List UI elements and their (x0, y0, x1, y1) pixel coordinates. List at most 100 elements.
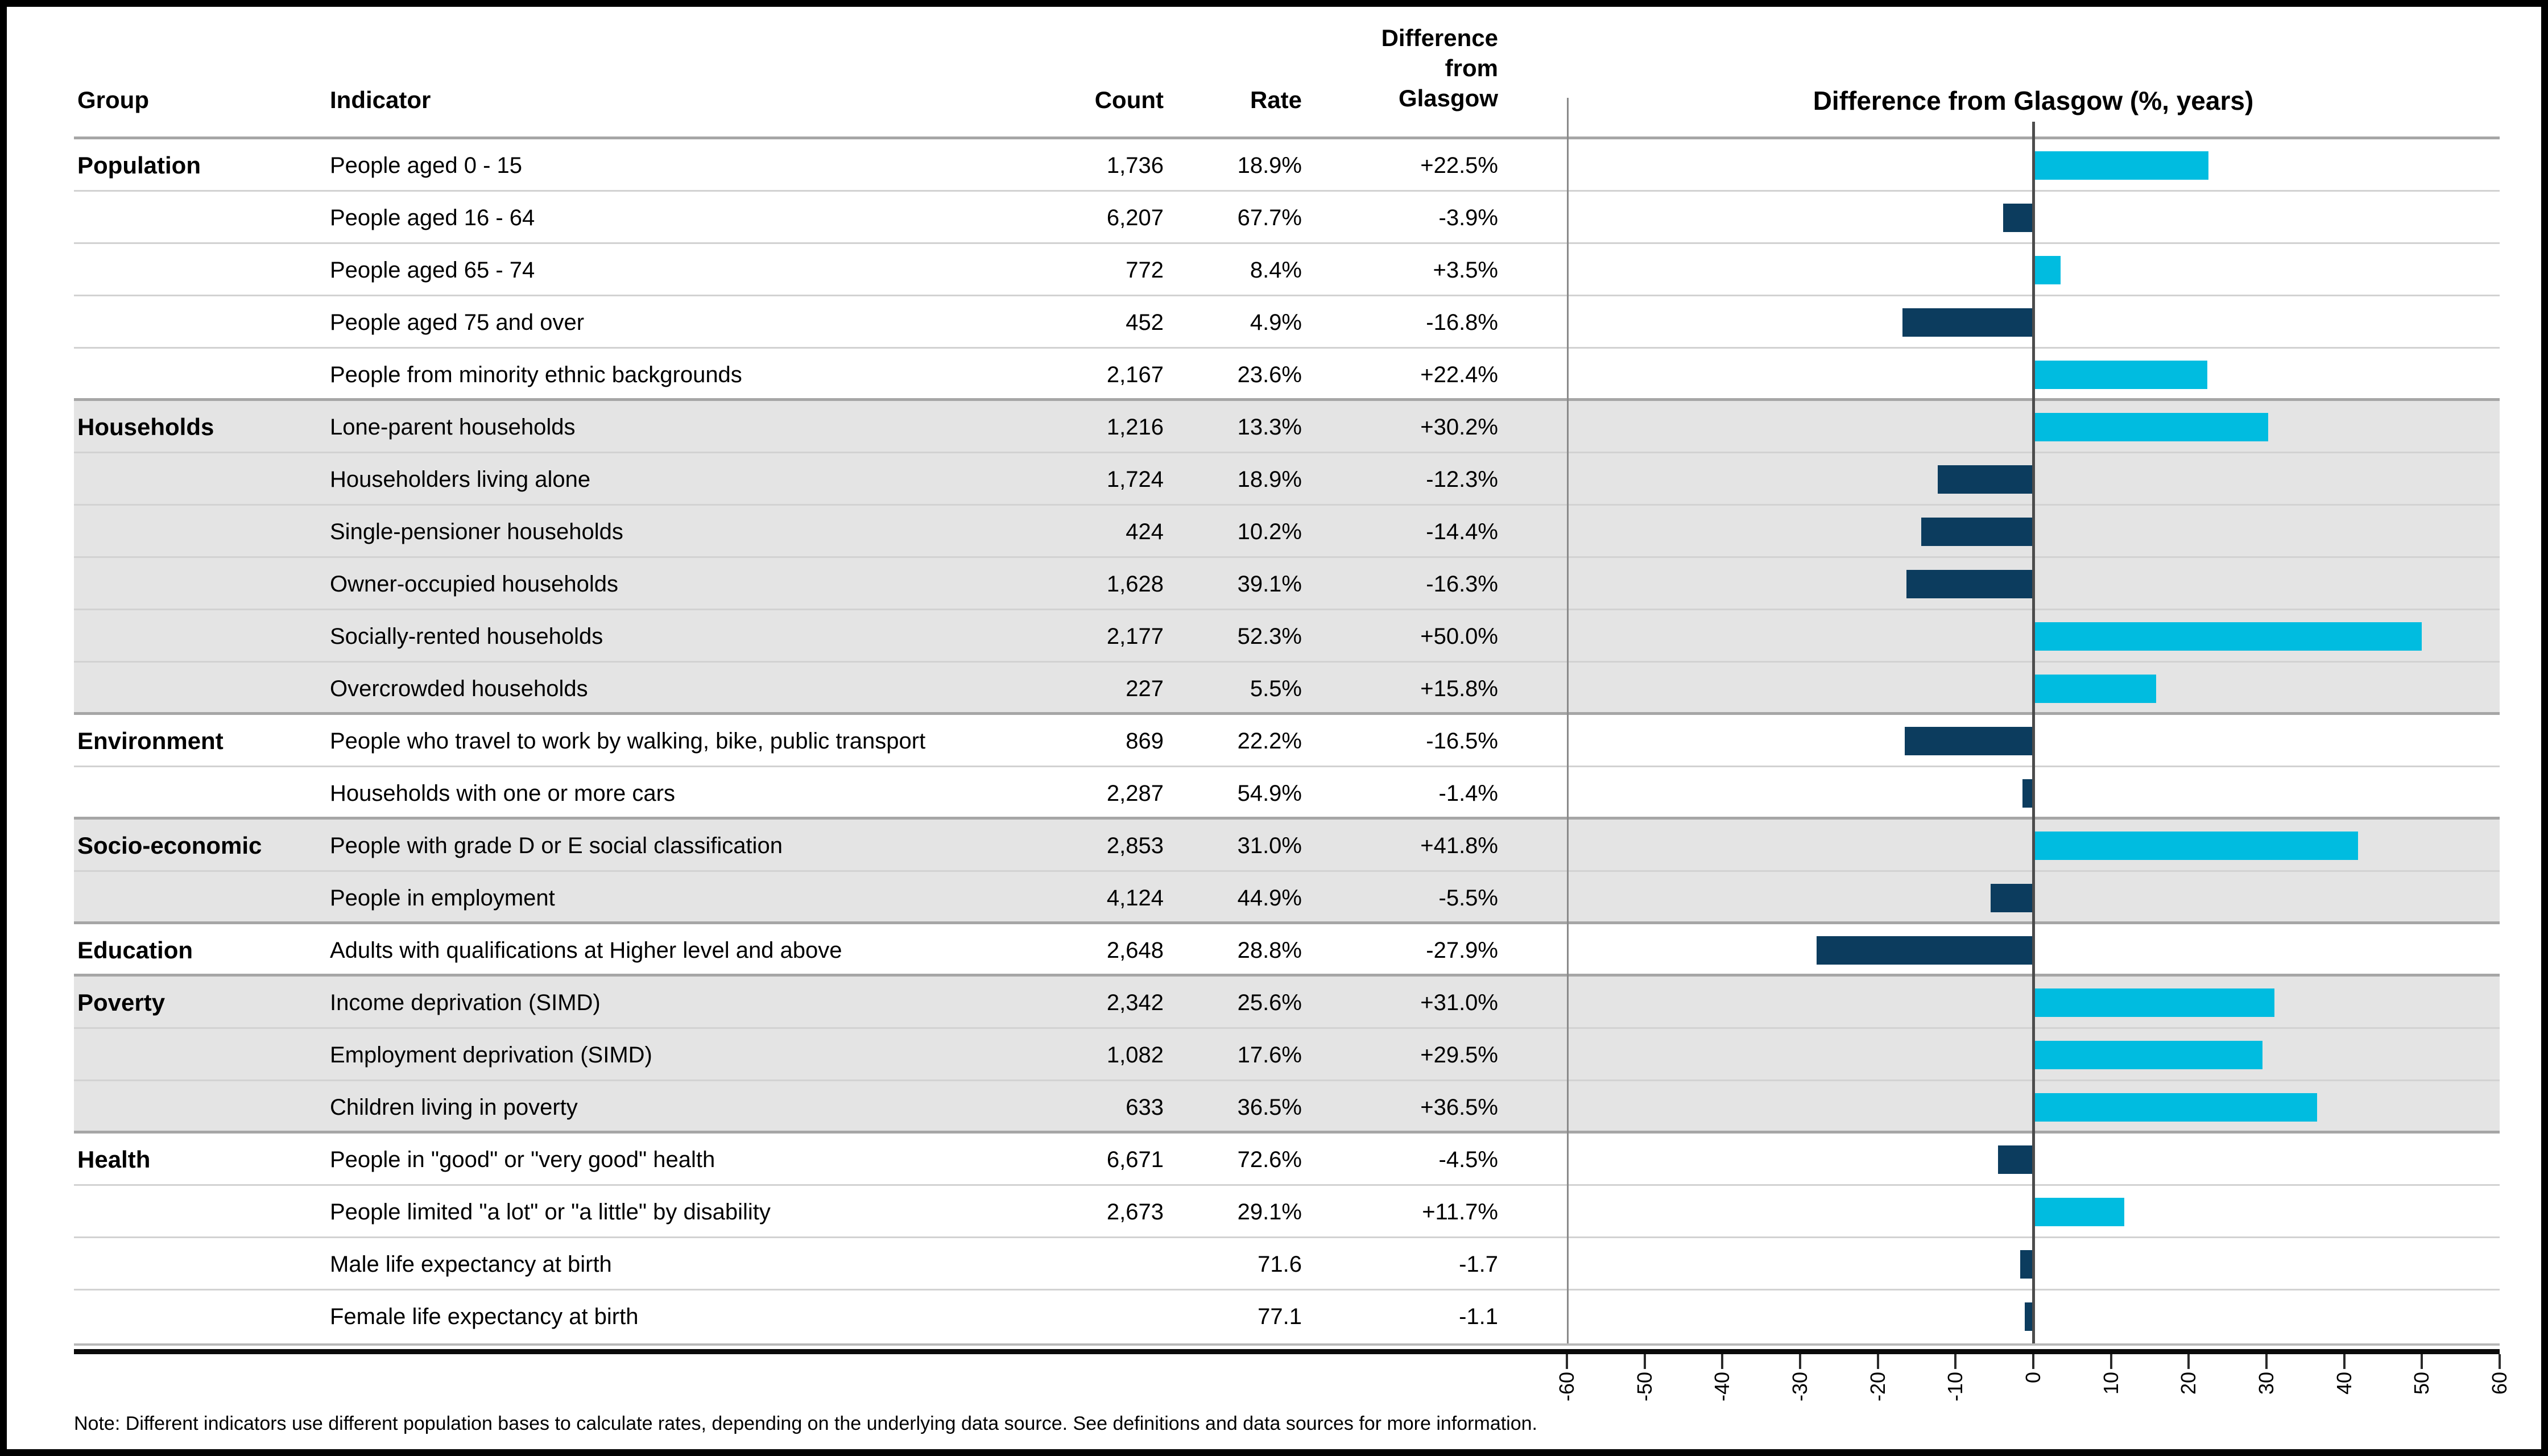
indicator-label: Children living in poverty (330, 1095, 578, 1120)
indicator-label: Female life expectancy at birth (330, 1304, 639, 1329)
diff-bar (2033, 1093, 2317, 1122)
rate-value: 44.9% (1237, 886, 1302, 911)
indicator-label: People from minority ethnic backgrounds (330, 362, 742, 387)
chart-title: Difference from Glasgow (%, years) (1813, 86, 2254, 115)
count-value: 2,167 (1106, 362, 1164, 387)
axis-tick (2265, 1354, 2268, 1369)
diff-bar (2033, 622, 2422, 651)
difference-value: +22.4% (1420, 362, 1498, 387)
count-value: 452 (1126, 310, 1164, 335)
diff-bar (2033, 1198, 2124, 1226)
chart-row-cell (1567, 506, 2500, 558)
axis-tick (2499, 1354, 2501, 1369)
chart-row-cell (1567, 349, 2500, 401)
group-label: Environment (77, 727, 224, 754)
rate-value: 22.2% (1237, 729, 1302, 754)
axis-tick-label: -60 (1554, 1372, 1578, 1402)
rate-value: 4.9% (1250, 310, 1302, 335)
indicator-label: People aged 65 - 74 (330, 258, 535, 283)
rate-value: 36.5% (1237, 1095, 1302, 1120)
count-value (956, 1238, 1164, 1290)
group-label: Socio-economic (77, 832, 262, 859)
difference-value: -12.3% (1426, 467, 1498, 492)
chart-row-cell (1567, 453, 2500, 506)
axis-tick-label: -10 (1943, 1372, 1967, 1402)
chart-row-cell (1567, 1238, 2500, 1290)
table-row: Householders living alone 1,724 18.9% -12.3… (74, 453, 2500, 506)
group-label: Education (77, 937, 193, 963)
axis-tick (2343, 1354, 2346, 1369)
difference-value: +31.0% (1420, 990, 1498, 1015)
difference-value: -16.5% (1426, 729, 1498, 754)
table-row: People aged 65 - 74 772 8.4% +3.5% (74, 244, 2500, 296)
footnote: Note: Different indicators use different… (74, 1413, 1537, 1434)
axis-tick (1876, 1354, 1879, 1369)
table-row: Male life expectancy at birth 71.6 -1.7 (74, 1238, 2500, 1290)
rate-value: 67.7% (1237, 205, 1302, 230)
axis-tick (2109, 1354, 2112, 1369)
rate-value: 17.6% (1237, 1043, 1302, 1068)
axis-tick-label: 60 (2488, 1372, 2512, 1395)
chart-row-cell (1567, 1081, 2500, 1134)
diff-bar (2033, 256, 2061, 284)
difference-value: -4.5% (1438, 1147, 1499, 1172)
diff-bar (1905, 727, 2033, 755)
diff-bar (1990, 884, 2033, 912)
diff-bar (2033, 988, 2274, 1017)
indicator-label: Lone-parent households (330, 415, 576, 440)
indicator-label: People with grade D or E social classifi… (330, 833, 783, 858)
table-row: People from minority ethnic backgrounds 2… (74, 349, 2500, 401)
count-value: 2,177 (1106, 624, 1164, 649)
chart-row-cell (1567, 977, 2500, 1029)
diff-bar (2033, 675, 2156, 703)
rate-value: 8.4% (1250, 258, 1302, 283)
axis-tick (1643, 1354, 1646, 1369)
difference-value: -5.5% (1438, 886, 1499, 911)
chart-row-cell (1567, 1029, 2500, 1081)
table-row: People aged 75 and over 452 4.9% -16.8% (74, 296, 2500, 349)
chart-row-cell (1567, 401, 2500, 453)
axis-tick (2187, 1354, 2190, 1369)
axis-tick-label: -30 (1788, 1372, 1811, 1402)
difference-value: -1.7 (1459, 1252, 1498, 1277)
diff-bar (2033, 413, 2268, 441)
diff-bar (2033, 361, 2208, 389)
chart-row-cell (1567, 767, 2500, 820)
count-value: 1,724 (1106, 467, 1164, 492)
difference-value: -16.8% (1426, 310, 1498, 335)
table-row: Overcrowded households 227 5.5% +15.8% (74, 663, 2500, 715)
table-row: Single-pensioner households 424 10.2% -14.4… (74, 506, 2500, 558)
rate-value: 31.0% (1237, 833, 1302, 858)
chart-row-cell (1567, 924, 2500, 977)
chart-row-cell (1567, 139, 2500, 192)
count-value: 1,736 (1106, 153, 1164, 178)
chart-left-axis-line (1567, 98, 1569, 1343)
count-value: 633 (1126, 1095, 1164, 1120)
table-row: Environment People who travel to work by … (74, 715, 2500, 767)
diff-bar (2020, 1250, 2033, 1279)
table-row: Education Adults with qualifications at H… (74, 924, 2500, 977)
count-value: 1,082 (1106, 1043, 1164, 1068)
indicator-label: Male life expectancy at birth (330, 1252, 612, 1277)
column-header-indicator: Indicator (330, 86, 431, 113)
rate-value: 71.6 (1258, 1252, 1302, 1277)
column-header-group: Group (77, 86, 149, 113)
count-value: 227 (1126, 676, 1164, 701)
chart-row-cell (1567, 296, 2500, 349)
table-row: People in employment 4,124 44.9% -5.5% (74, 872, 2500, 924)
rate-value: 23.6% (1237, 362, 1302, 387)
indicator-label: People limited "a lot" or "a little" by … (330, 1199, 771, 1225)
rate-value: 54.9% (1237, 781, 1302, 806)
indicator-label: Socially-rented households (330, 624, 603, 649)
table-row: Households with one or more cars 2,287 54.… (74, 767, 2500, 820)
table-row: Socio-economic People with grade D or E s… (74, 820, 2500, 872)
rate-value: 72.6% (1237, 1147, 1302, 1172)
difference-value: +15.8% (1420, 676, 1498, 701)
axis-tick-label: 40 (2332, 1372, 2356, 1395)
count-value: 2,673 (1106, 1199, 1164, 1225)
difference-value: -14.4% (1426, 519, 1498, 544)
table-row: People limited "a lot" or "a little" by … (74, 1186, 2500, 1238)
chart-row-cell (1567, 1290, 2500, 1343)
rate-value: 5.5% (1250, 676, 1302, 701)
column-header-rate: Rate (1250, 86, 1302, 113)
